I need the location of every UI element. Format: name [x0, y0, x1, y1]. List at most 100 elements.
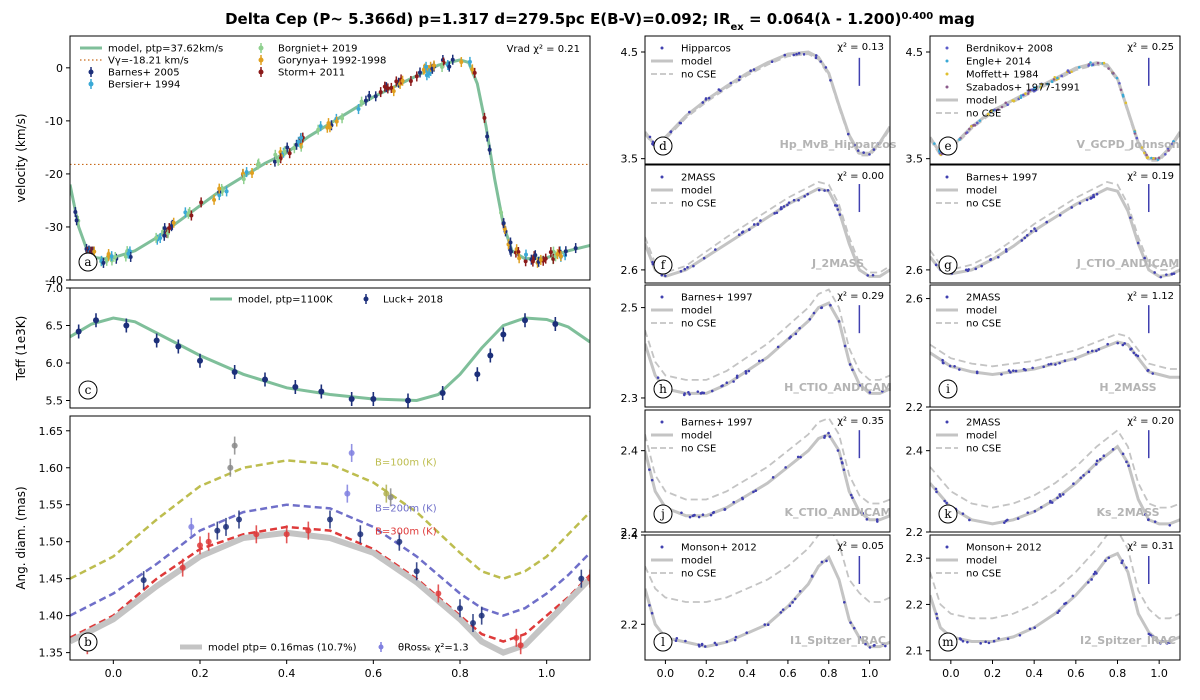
- diam-point: [578, 575, 585, 582]
- diam-point: [387, 494, 394, 501]
- phot-point: [1107, 556, 1111, 560]
- phot-point: [1145, 153, 1148, 157]
- y-tick-label: 2.3: [906, 552, 924, 565]
- chi2-annotation: χ² = 0.05: [837, 541, 884, 552]
- phot-point: [808, 317, 812, 321]
- legend-label: Monson+ 2012: [681, 543, 757, 554]
- phot-point: [1147, 518, 1150, 521]
- phot-point: [1024, 368, 1027, 372]
- panel-tag-letter: k: [944, 507, 952, 521]
- phot-point: [866, 274, 869, 277]
- phot-point: [933, 142, 936, 145]
- phot-point: [876, 520, 879, 523]
- rv-point: [485, 134, 490, 139]
- chi2-annotation: χ² = 0.29: [837, 291, 884, 302]
- phot-point: [794, 332, 798, 336]
- rv-point: [334, 119, 339, 124]
- phot-point: [975, 371, 979, 375]
- title-main: Delta Cep (P~ 5.366d) p=1.317 d=279.5pc …: [225, 10, 731, 28]
- phot-point: [1165, 273, 1168, 276]
- rv-point: [92, 249, 97, 254]
- phot-point: [1107, 67, 1110, 70]
- y-tick-label: 2.6: [906, 293, 924, 306]
- plot-content: [930, 181, 1180, 279]
- phot-point: [1093, 570, 1097, 574]
- phot-point: [701, 513, 705, 516]
- panel-tag: [938, 255, 958, 275]
- phot-point: [723, 508, 727, 511]
- panel-tag: [78, 252, 98, 272]
- phot-point: [980, 264, 983, 268]
- legend-key: [660, 175, 664, 179]
- phot-point: [1152, 156, 1155, 160]
- legend-label: no CSE: [966, 569, 1001, 580]
- phot-point: [802, 53, 806, 56]
- legend-label: model: [681, 186, 712, 197]
- phot-point: [732, 380, 735, 383]
- phot-point: [1063, 359, 1067, 363]
- phot-point: [766, 623, 770, 627]
- phot-point: [958, 138, 961, 141]
- rv-point: [509, 249, 514, 254]
- phot-point: [858, 384, 861, 387]
- phot-point: [827, 431, 830, 435]
- legend-key: [660, 46, 664, 50]
- series-no-cse: [930, 332, 1180, 370]
- phot-point: [843, 600, 846, 604]
- phot-point: [1022, 93, 1025, 97]
- phot-point: [881, 389, 884, 393]
- rv-point: [516, 250, 521, 255]
- panel-tag: [938, 504, 958, 524]
- rv-point: [154, 235, 159, 240]
- data-point: [348, 396, 355, 402]
- phot-point: [703, 645, 707, 648]
- phot-point: [744, 370, 748, 373]
- phot-point: [1033, 86, 1037, 89]
- band-watermark: Hp_MvB_Hipparcos: [780, 138, 897, 151]
- phot-point: [1172, 272, 1176, 275]
- y-tick-label: 3.5: [621, 153, 639, 166]
- rv-point: [533, 253, 538, 258]
- diam-point: [327, 516, 333, 523]
- rv-point: [73, 210, 78, 215]
- phot-point: [993, 108, 997, 112]
- phot-point: [715, 643, 718, 647]
- legend-label: model: [681, 306, 712, 317]
- phot-point: [1172, 140, 1175, 143]
- phot-point: [810, 574, 814, 578]
- panel-tag-letter: d: [659, 139, 667, 153]
- phot-point: [984, 640, 987, 644]
- legend: model ptp= 0.16mas (10.7%) θRossₖ χ²=1.3: [180, 642, 469, 654]
- y-tick-label: 5.5: [46, 395, 64, 408]
- panel-e: V_GCPD_Johnson 3.5 4.5 e χ² = 0.25 Berdnikov+…: [906, 35, 1181, 166]
- phot-point: [943, 499, 946, 503]
- y-tick-label: -20: [45, 168, 63, 181]
- legend-key: [945, 175, 949, 179]
- phot-point: [1098, 457, 1102, 461]
- phot-point: [966, 640, 969, 644]
- panel-tag-letter: g: [944, 258, 952, 272]
- phot-point: [825, 559, 828, 563]
- legend-label: model: [966, 96, 997, 107]
- data-point: [93, 317, 99, 324]
- phot-point: [701, 101, 705, 104]
- legend-key: [660, 295, 664, 299]
- legend-label: 2MASS: [966, 418, 1001, 429]
- legend-key: [945, 59, 949, 63]
- legend-label: no CSE: [966, 109, 1001, 120]
- phot-point: [1102, 61, 1106, 65]
- phot-point: [966, 269, 970, 273]
- phot-point: [1171, 142, 1174, 146]
- phot-point: [688, 393, 691, 396]
- phot-point: [664, 274, 667, 278]
- chi2-annotation: χ² = 0.00: [837, 171, 884, 182]
- phot-point: [782, 205, 786, 208]
- phot-point: [684, 639, 687, 643]
- phot-point: [781, 608, 785, 611]
- phot-point: [1079, 476, 1083, 480]
- rv-point: [447, 64, 452, 69]
- phot-point: [1039, 506, 1043, 509]
- panel-tag: [78, 380, 98, 400]
- legend: model, ptp=37.62km/sVγ=-18.21 km/sBarnes…: [80, 43, 386, 91]
- rv-point: [109, 254, 114, 259]
